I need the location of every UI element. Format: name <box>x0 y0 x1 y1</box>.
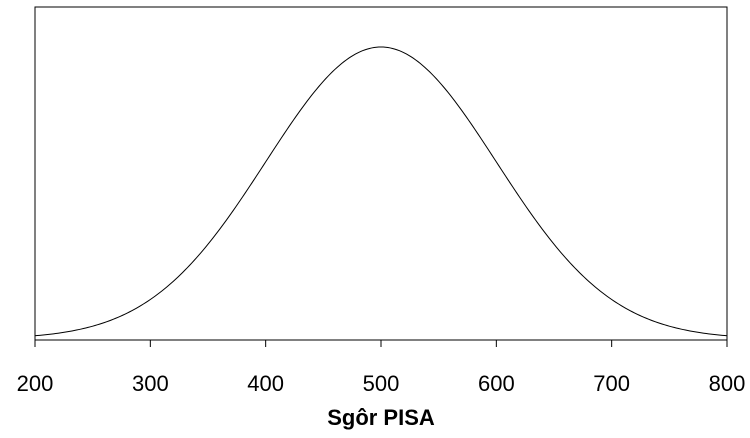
x-tick-label-200: 200 <box>17 371 54 396</box>
x-tick-label-500: 500 <box>363 371 400 396</box>
x-axis: 200 300 400 500 600 700 800 <box>17 340 746 396</box>
x-tick-label-300: 300 <box>132 371 169 396</box>
x-tick-label-800: 800 <box>709 371 746 396</box>
distribution-curve <box>34 46 728 337</box>
plot-area <box>34 6 728 341</box>
x-tick-label-700: 700 <box>593 371 630 396</box>
x-axis-title: Sgôr PISA <box>327 405 435 430</box>
x-tick-label-400: 400 <box>247 371 284 396</box>
x-tick-label-600: 600 <box>478 371 515 396</box>
